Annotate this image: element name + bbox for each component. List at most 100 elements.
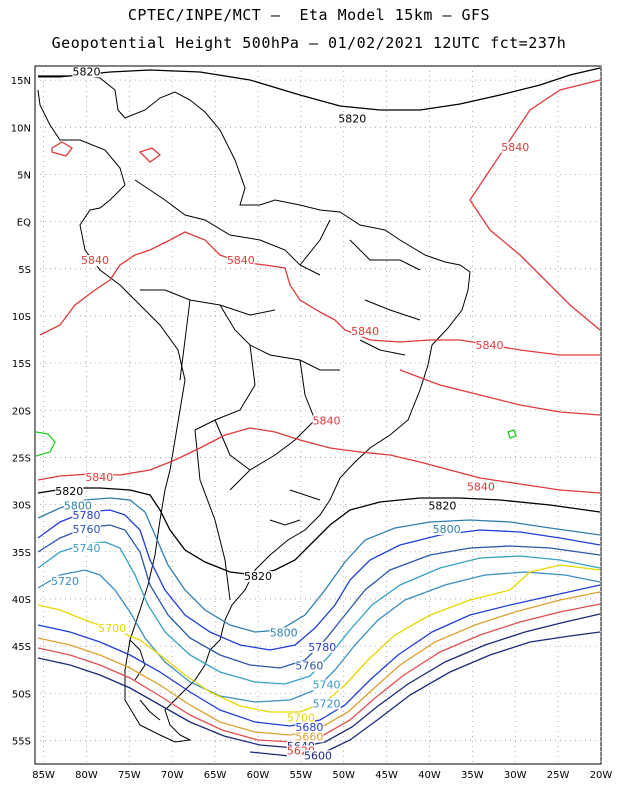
- lon-tick-label: 20W: [590, 770, 613, 781]
- lat-tick-label: 55S: [12, 736, 31, 747]
- contour-label-bg: [51, 575, 80, 587]
- lat-tick-label: 35S: [12, 548, 31, 559]
- contour-label-bg: [81, 255, 110, 267]
- lat-tick-label: 40S: [12, 595, 31, 606]
- map-title-line-1: CPTEC/INPE/MCT – Eta Model 15km – GFS: [127, 6, 491, 24]
- contour-label-bg: [98, 622, 127, 634]
- contour-5840-south: [37, 369, 601, 494]
- contour-5820-north: [38, 67, 601, 111]
- coastline: [37, 74, 471, 743]
- lat-tick-label: 15S: [12, 359, 31, 370]
- contour-label: 5740: [313, 679, 341, 692]
- contour-label-bg: [312, 679, 341, 691]
- contour-label: 5680: [295, 721, 323, 734]
- contour-label-bg: [338, 113, 367, 125]
- contour-5760: [37, 524, 601, 669]
- contour-label-bg: [72, 509, 101, 521]
- contour-5740: [37, 541, 601, 685]
- contour-label-bg: [63, 500, 92, 512]
- lon-tick-label: 45W: [375, 770, 398, 781]
- contour-label-bg: [72, 66, 101, 78]
- lon-tick-label: 75W: [118, 770, 141, 781]
- contour-green-small: [507, 429, 517, 439]
- lat-tick-label: 50S: [12, 689, 31, 700]
- contour-label-bg: [269, 627, 298, 639]
- contour-label: 5840: [227, 254, 255, 267]
- axis-labels: 15N 10N 5N EQ 5S 10S 15S 20S 25S 30S 35S 40S 45S 50S 5…: [11, 76, 613, 781]
- lon-tick-label: 55W: [290, 770, 313, 781]
- contour-label-bg: [428, 500, 457, 512]
- contour-label-bg: [72, 523, 101, 535]
- contour-label-bg: [308, 641, 337, 653]
- contour-label: 5840: [476, 339, 504, 352]
- contour-5800: [37, 497, 601, 633]
- contour-label: 5800: [270, 627, 298, 640]
- contour-5840-small: [51, 141, 162, 163]
- contours: [35, 67, 601, 757]
- lon-tick-label: 80W: [75, 770, 98, 781]
- lat-tick-label: 5N: [17, 170, 31, 181]
- lat-tick-label: 10N: [11, 123, 31, 134]
- contour-label: 5800: [433, 523, 461, 536]
- contour-label-bg: [286, 745, 315, 757]
- contour-label: 5600: [304, 749, 332, 762]
- contour-label: 5840: [85, 471, 113, 484]
- lat-tick-label: 30S: [12, 501, 31, 512]
- contour-label-bg: [475, 339, 504, 351]
- contour-label: 5820: [244, 570, 272, 583]
- contour-label: 5800: [64, 499, 92, 512]
- contour-label: 5720: [51, 575, 79, 588]
- contour-label-bg: [295, 721, 324, 733]
- contour-5840-tropics: [39, 79, 601, 356]
- contour-label: 5700: [98, 622, 126, 635]
- islands: [129, 519, 301, 721]
- contour-label: 5780: [72, 509, 100, 522]
- lon-tick-label: 40W: [418, 770, 441, 781]
- lat-tick-label: 45S: [12, 642, 31, 653]
- contour-label-bg: [312, 415, 341, 427]
- contour-label: 5840: [81, 254, 109, 267]
- contour-label-bg: [466, 481, 495, 493]
- border-lines: [134, 179, 421, 601]
- contour-label: 5720: [313, 697, 341, 710]
- contour-label: 5820: [55, 485, 83, 498]
- lon-tick-label: 35W: [461, 770, 484, 781]
- map-title-line-2: Geopotential Height 500hPa – 01/02/2021 …: [51, 34, 567, 52]
- contour-label-bg: [304, 750, 332, 762]
- lon-tick-label: 85W: [32, 770, 55, 781]
- contour-label: 5760: [295, 660, 323, 673]
- lat-tick-label: 20S: [12, 406, 31, 417]
- contour-label: 5780: [308, 641, 336, 654]
- lon-tick-label: 30W: [504, 770, 527, 781]
- lat-tick-label: 5S: [18, 265, 31, 276]
- contour-label-bg: [501, 141, 530, 153]
- contour-label-bg: [351, 325, 380, 337]
- contour-label-bg: [55, 486, 84, 498]
- lon-tick-label: 65W: [204, 770, 227, 781]
- contour-label-bg: [85, 472, 114, 484]
- contour-label-bg: [286, 712, 315, 724]
- contour-label: 5840: [501, 141, 529, 154]
- contour-5720: [37, 569, 601, 703]
- contour-green: [35, 431, 56, 457]
- contour-label: 5820: [72, 65, 100, 78]
- contour-label-bg: [226, 255, 255, 267]
- lon-tick-label: 70W: [161, 770, 184, 781]
- lat-tick-label: 25S: [12, 453, 31, 464]
- contour-label: 5660: [295, 730, 323, 743]
- lat-tick-label: 10S: [12, 312, 31, 323]
- contour-label-bg: [312, 698, 341, 710]
- contour-label: 5840: [313, 414, 341, 427]
- lon-tick-label: 60W: [247, 770, 270, 781]
- contour-label: 5700: [287, 712, 315, 725]
- contour-label: 5820: [338, 113, 366, 126]
- south-america-coast: [37, 74, 471, 743]
- contour-label: 5740: [72, 542, 100, 555]
- lon-tick-label: 25W: [547, 770, 570, 781]
- contour-label: 5840: [351, 325, 379, 338]
- lon-tick-label: 50W: [332, 770, 355, 781]
- contour-label: 5840: [467, 480, 495, 493]
- contour-label-bg: [243, 571, 272, 583]
- contour-label-bg: [72, 542, 101, 554]
